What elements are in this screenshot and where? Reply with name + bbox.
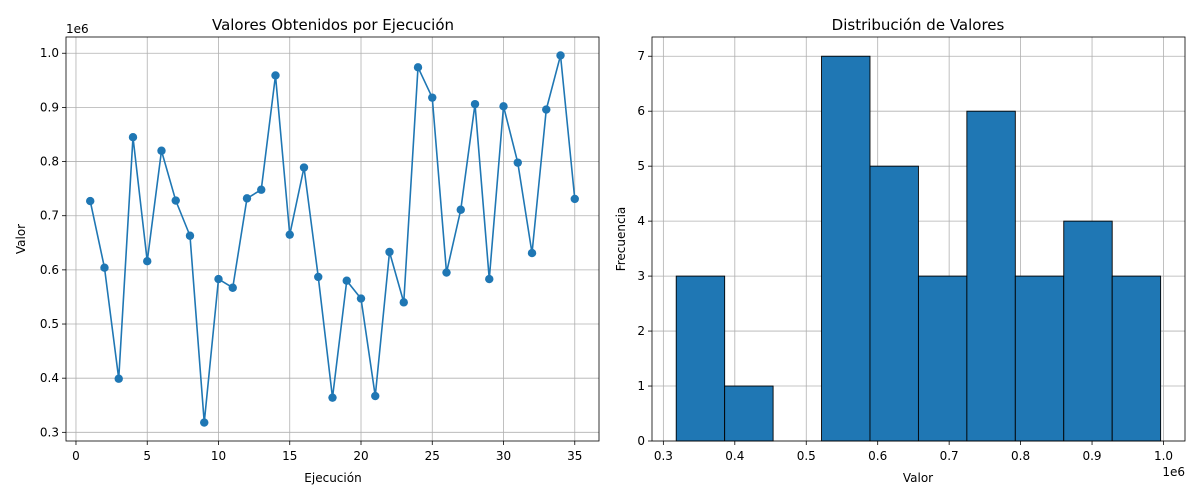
- data-point: [371, 391, 380, 401]
- histogram-x-tick-label: 0.8: [1011, 449, 1030, 463]
- histogram-bar: [1063, 220, 1113, 442]
- line-chart-title: Valores Obtenidos por Ejecución: [212, 16, 454, 34]
- histogram-x-exponent: 1e6: [1162, 465, 1185, 479]
- data-point: [100, 263, 109, 272]
- data-point: [570, 194, 579, 204]
- line-x-tick-label: 15: [282, 449, 297, 463]
- data-point: [299, 163, 309, 172]
- line-y-tick-label: 0.5: [40, 317, 59, 331]
- data-point: [214, 274, 223, 284]
- data-point: [428, 93, 437, 102]
- data-line: [89, 55, 576, 423]
- data-point: [385, 247, 394, 257]
- histogram-y-tick-label: 4: [637, 214, 645, 228]
- histogram-y-axis-label: Frecuencia: [614, 207, 628, 272]
- data-point: [157, 146, 166, 155]
- histogram-axis-ticks: 0.3 0.4 0.5 0.6 0.7 0.8 0.9 1.0 0 1 2 3 4 5 6 7: [637, 49, 1173, 463]
- histogram-y-tick-label: 3: [637, 269, 645, 283]
- histogram-bars: [675, 55, 1162, 442]
- data-point: [314, 272, 323, 282]
- line-x-tick-label: 5: [143, 449, 151, 463]
- data-point: [399, 298, 408, 307]
- data-point: [228, 283, 237, 292]
- data-point: [185, 231, 195, 240]
- data-point: [285, 230, 294, 239]
- line-chart: Valores Obtenidos por Ejecución 1e6 0 5 10…: [14, 16, 600, 485]
- data-point: [413, 63, 423, 72]
- data-point: [200, 418, 209, 427]
- histogram-title: Distribución de Valores: [832, 16, 1005, 34]
- line-axis-ticks: 0 5 10 15 20 25 30 35 0.3 0.4 0.5 0.6 0.7 0.8 0.9 1.0: [40, 46, 583, 463]
- histogram-bar: [724, 385, 774, 442]
- histogram-y-tick-label: 0: [637, 434, 645, 448]
- line-series: [86, 51, 579, 427]
- histogram-x-tick-label: 0.3: [654, 449, 673, 463]
- histogram-x-tick-label: 0.5: [797, 449, 816, 463]
- histogram-x-tick-label: 0.7: [940, 449, 959, 463]
- line-y-tick-label: 0.9: [40, 100, 59, 114]
- data-point: [470, 99, 480, 109]
- data-point: [242, 194, 252, 203]
- data-point: [171, 196, 180, 205]
- line-y-tick-label: 0.3: [40, 425, 59, 439]
- line-x-tick-label: 30: [496, 449, 511, 463]
- line-y-tick-label: 0.8: [40, 155, 59, 169]
- line-x-tick-label: 0: [72, 449, 80, 463]
- line-x-tick-label: 20: [353, 449, 368, 463]
- histogram-bar: [675, 275, 726, 442]
- line-y-exponent: 1e6: [66, 22, 89, 36]
- line-y-axis-label: Valor: [14, 224, 28, 254]
- data-point: [513, 158, 522, 167]
- data-point: [328, 393, 337, 402]
- line-y-tick-label: 0.4: [40, 371, 59, 385]
- histogram-y-tick-label: 7: [637, 49, 645, 63]
- histogram-x-tick-label: 0.9: [1082, 449, 1101, 463]
- data-point: [128, 132, 138, 142]
- line-x-tick-label: 25: [425, 449, 440, 463]
- histogram-bar: [966, 110, 1016, 442]
- histogram-bar: [1111, 275, 1162, 442]
- histogram-y-tick-label: 5: [637, 159, 645, 173]
- line-y-tick-label: 0.6: [40, 263, 59, 277]
- data-point: [456, 205, 465, 214]
- line-x-axis-label: Ejecución: [304, 471, 361, 485]
- histogram-x-tick-label: 0.6: [868, 449, 887, 463]
- data-point: [271, 71, 280, 80]
- line-x-tick-label: 10: [211, 449, 226, 463]
- line-y-tick-label: 1.0: [40, 46, 59, 60]
- data-point: [527, 248, 537, 258]
- line-axes-frame: [65, 36, 600, 442]
- histogram-y-tick-label: 2: [637, 324, 645, 338]
- data-point: [356, 294, 366, 303]
- histogram-bar: [917, 275, 968, 442]
- histogram-bar: [869, 165, 919, 442]
- data-point: [556, 51, 565, 60]
- data-point: [86, 196, 95, 206]
- line-grid: [66, 37, 599, 441]
- data-point: [342, 276, 351, 285]
- histogram-bar: [821, 55, 871, 442]
- data-point: [143, 257, 152, 266]
- line-y-tick-label: 0.7: [40, 209, 59, 223]
- data-point: [499, 102, 508, 111]
- histogram-x-axis-label: Valor: [903, 471, 933, 485]
- histogram-x-tick-label: 1.0: [1154, 449, 1173, 463]
- histogram-x-tick-label: 0.4: [725, 449, 744, 463]
- histogram-y-tick-label: 1: [637, 379, 645, 393]
- data-point: [442, 268, 451, 277]
- histogram-y-tick-label: 6: [637, 104, 645, 118]
- data-point: [114, 374, 123, 383]
- data-point: [485, 274, 494, 284]
- histogram-bar: [1014, 275, 1065, 442]
- histogram-axes-frame: [651, 36, 1186, 442]
- data-point: [542, 105, 551, 114]
- data-point: [257, 185, 266, 194]
- line-x-tick-label: 35: [567, 449, 582, 463]
- histogram-chart: Distribución de Valores 0.3 0.4 0.5 0.6 0.7 0…: [614, 16, 1186, 485]
